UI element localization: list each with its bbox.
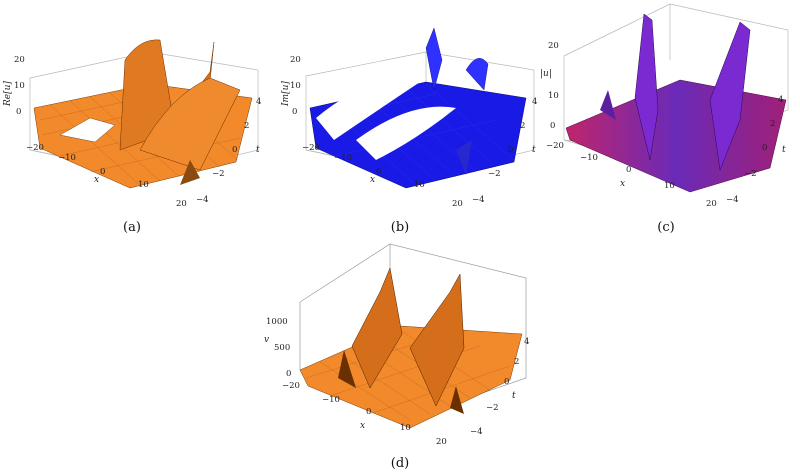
xlabel-a: x: [94, 175, 99, 185]
xlabel-b: x: [370, 175, 375, 185]
plot-c: 20 10 0 |u| −20 −10 0 10 20 x 4 2 0 −2 −…: [540, 3, 789, 209]
ztick-a-1: 10: [14, 81, 25, 91]
ztick-d-0: 1000: [266, 317, 288, 327]
ttick-b-1: 2: [520, 121, 525, 131]
ttick-d-1: 2: [514, 357, 519, 367]
xtick-d-0: −20: [282, 381, 300, 391]
xtick-b-1: −10: [334, 153, 352, 163]
caption-d: (d): [390, 456, 410, 471]
xtick-b-2: 0: [376, 167, 381, 177]
ttick-b-4: −4: [472, 195, 485, 205]
xtick-d-1: −10: [322, 395, 340, 405]
ttick-a-0: 4: [256, 97, 261, 107]
zlabel-d: v: [264, 335, 269, 345]
tlabel-d: t: [512, 391, 516, 401]
xtick-a-2: 0: [100, 167, 105, 177]
ztick-c-0: 20: [548, 41, 559, 51]
xlabel-d: x: [360, 421, 365, 431]
xtick-b-3: 10: [414, 180, 425, 190]
xtick-a-4: 20: [176, 199, 187, 209]
xtick-d-3: 10: [400, 423, 411, 433]
ttick-a-4: −4: [196, 195, 209, 205]
ttick-d-0: 4: [524, 337, 529, 347]
xtick-a-3: 10: [138, 180, 149, 190]
xtick-a-0: −20: [26, 143, 44, 153]
ttick-c-4: −4: [726, 195, 739, 205]
xtick-b-4: 20: [452, 199, 463, 209]
tlabel-b: t: [532, 145, 536, 155]
xtick-a-1: −10: [58, 153, 76, 163]
ttick-c-1: 2: [770, 119, 775, 129]
zlabel-b: Im[u]: [281, 81, 291, 107]
ttick-c-2: 0: [762, 143, 767, 153]
panel-a: 20 10 0 Re[u] −20 −10 0 10 20 x 4 2 0 −2…: [0, 0, 268, 210]
xtick-d-4: 20: [436, 437, 447, 447]
xtick-d-2: 0: [366, 407, 371, 417]
ztick-b-2: 0: [292, 107, 297, 117]
tlabel-c: t: [782, 145, 786, 155]
plot-a: 20 10 0 Re[u] −20 −10 0 10 20 x 4 2 0 −2…: [3, 39, 261, 209]
xtick-c-1: −10: [580, 153, 598, 163]
caption-a: (a): [123, 220, 141, 235]
ttick-c-0: 4: [778, 95, 783, 105]
zlabel-a: Re[u]: [3, 81, 13, 107]
ttick-b-2: 0: [508, 145, 513, 155]
ttick-b-3: −2: [488, 169, 501, 179]
ztick-c-2: 0: [550, 121, 555, 131]
ztick-a-2: 0: [16, 107, 21, 117]
caption-c: (c): [657, 220, 675, 235]
plot-b: 20 10 0 Im[u] −20 −10 0 10 20 x 4 2 0 −2…: [281, 27, 537, 209]
panel-b: 20 10 0 Im[u] −20 −10 0 10 20 x 4 2 0 −2…: [276, 0, 544, 210]
ztick-c-1: 10: [548, 91, 559, 101]
ttick-c-3: −2: [744, 169, 757, 179]
ttick-b-0: 4: [532, 97, 537, 107]
ttick-a-1: 2: [244, 121, 249, 131]
ztick-b-0: 20: [290, 55, 301, 65]
ttick-a-3: −2: [212, 169, 225, 179]
xlabel-c: x: [620, 179, 625, 189]
xtick-c-4: 20: [706, 199, 717, 209]
plot-d: 1000 500 0 v −20 −10 0 10 20 x 4 2 0 −2 …: [264, 243, 529, 447]
caption-b: (b): [390, 220, 410, 235]
ztick-a-0: 20: [14, 55, 25, 65]
ttick-d-2: 0: [504, 377, 509, 387]
ttick-a-2: 0: [232, 145, 237, 155]
xtick-c-0: −20: [546, 141, 564, 151]
panel-d: 1000 500 0 v −20 −10 0 10 20 x 4 2 0 −2 …: [260, 238, 540, 448]
ttick-d-3: −2: [486, 403, 499, 413]
xtick-c-3: 10: [664, 181, 675, 191]
xtick-b-0: −20: [302, 143, 320, 153]
zlabel-c: |u|: [540, 69, 552, 79]
ttick-d-4: −4: [470, 427, 483, 437]
ztick-d-2: 0: [286, 369, 291, 379]
ztick-d-1: 500: [274, 343, 290, 353]
tlabel-a: t: [256, 145, 260, 155]
ztick-b-1: 10: [290, 81, 301, 91]
panel-c: 20 10 0 |u| −20 −10 0 10 20 x 4 2 0 −2 −…: [540, 0, 800, 210]
xtick-c-2: 0: [626, 165, 631, 175]
